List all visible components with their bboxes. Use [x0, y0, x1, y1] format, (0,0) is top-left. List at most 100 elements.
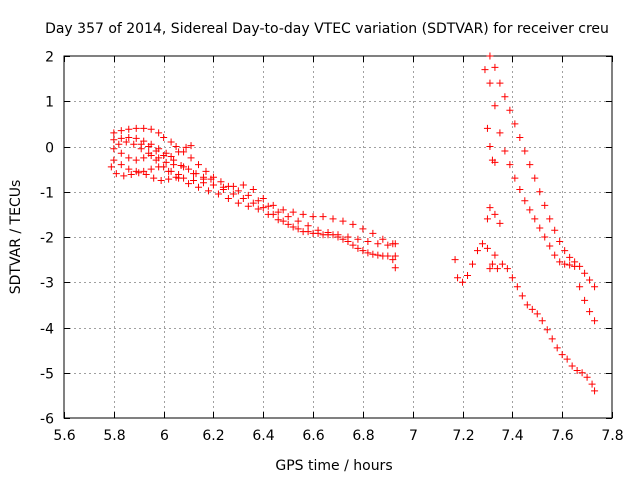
data-point — [496, 79, 504, 87]
data-point — [132, 124, 140, 132]
data-point — [125, 125, 133, 133]
data-point — [391, 264, 399, 272]
data-point — [117, 149, 125, 157]
data-point — [464, 271, 472, 279]
data-point — [573, 366, 581, 374]
data-point — [239, 195, 247, 203]
data-point — [279, 217, 287, 225]
data-point — [244, 191, 252, 199]
data-point — [516, 133, 524, 141]
y-tick-label: -1 — [40, 186, 54, 202]
data-point — [389, 240, 397, 248]
x-tick-label: 6.4 — [252, 428, 274, 444]
data-point — [185, 165, 193, 173]
data-point — [566, 253, 574, 261]
grid-layer — [64, 56, 612, 418]
data-point — [249, 185, 257, 193]
data-point — [469, 260, 477, 268]
data-point — [531, 174, 539, 182]
data-point — [167, 167, 175, 175]
data-point — [172, 143, 180, 150]
data-point — [576, 283, 584, 291]
data-point — [132, 134, 140, 142]
data-point — [170, 161, 178, 169]
data-point — [199, 173, 207, 181]
data-point — [187, 142, 195, 150]
y-tick-label: -2 — [40, 231, 54, 247]
series-arc-9 — [481, 66, 599, 325]
data-point — [556, 258, 564, 266]
data-point — [454, 274, 462, 282]
data-point — [581, 269, 589, 277]
series-arc-8 — [486, 52, 599, 291]
data-point — [551, 226, 559, 234]
data-point — [165, 175, 173, 183]
x-tick-label: 6.6 — [302, 428, 324, 444]
data-point — [269, 201, 277, 209]
series-arc-3 — [110, 156, 399, 260]
data-point — [374, 240, 382, 248]
data-point — [294, 225, 302, 233]
data-point — [229, 190, 237, 198]
data-point — [160, 133, 168, 141]
data-point — [546, 215, 554, 223]
data-point — [145, 149, 153, 157]
data-point — [147, 165, 155, 173]
data-point — [209, 181, 217, 189]
y-tick-label: 2 — [45, 50, 54, 66]
data-point — [274, 208, 282, 216]
data-point — [483, 124, 491, 132]
data-point — [359, 225, 367, 233]
data-point — [314, 229, 322, 237]
data-point — [224, 195, 232, 203]
data-point — [279, 206, 287, 214]
data-point — [122, 138, 130, 146]
data-point — [294, 217, 302, 225]
data-point — [304, 222, 312, 230]
data-point — [344, 238, 352, 246]
data-point — [384, 252, 392, 260]
data-point — [112, 170, 120, 178]
data-point — [167, 152, 175, 160]
data-point — [204, 187, 212, 195]
data-point — [511, 174, 519, 182]
data-point — [491, 63, 499, 71]
data-point — [503, 265, 511, 273]
data-point — [491, 251, 499, 259]
data-point — [195, 183, 203, 191]
data-point — [506, 106, 514, 114]
series-arc-11 — [483, 124, 504, 273]
data-point — [591, 317, 599, 325]
data-point — [150, 174, 158, 182]
data-point — [578, 369, 586, 377]
data-point — [508, 274, 516, 282]
series-arc-7 — [115, 138, 183, 179]
data-point — [561, 247, 569, 255]
data-point — [130, 140, 138, 148]
data-point — [486, 79, 494, 87]
x-tick-label: 7.6 — [551, 428, 573, 444]
x-axis-label: GPS time / hours — [275, 458, 392, 474]
data-point — [354, 235, 362, 243]
data-point — [195, 161, 203, 169]
data-point — [488, 260, 496, 268]
data-point — [491, 158, 499, 166]
series-arc-10 — [451, 240, 599, 395]
tick-layer: 5.6 5.8 6 6.2 6.4 6.6 6.8 7 7.2 7.4 7.6 7.8 -6 -5 -4 -3… — [40, 50, 624, 445]
data-point — [110, 145, 118, 153]
data-point — [182, 143, 190, 151]
data-point — [481, 66, 489, 74]
data-point — [359, 247, 367, 255]
data-point — [229, 182, 237, 190]
y-axis-label: SDTVAR / TECUs — [8, 180, 24, 295]
y-tick-label: -6 — [40, 412, 54, 428]
data-point — [354, 244, 362, 252]
data-point — [137, 145, 145, 153]
data-point — [264, 202, 272, 210]
series-arc-4 — [107, 163, 397, 248]
chart-title: Day 357 of 2014, Sidereal Day-to-day VTE… — [45, 21, 609, 37]
data-point — [127, 171, 135, 179]
data-point — [234, 199, 242, 207]
series-arc-6 — [137, 140, 195, 160]
